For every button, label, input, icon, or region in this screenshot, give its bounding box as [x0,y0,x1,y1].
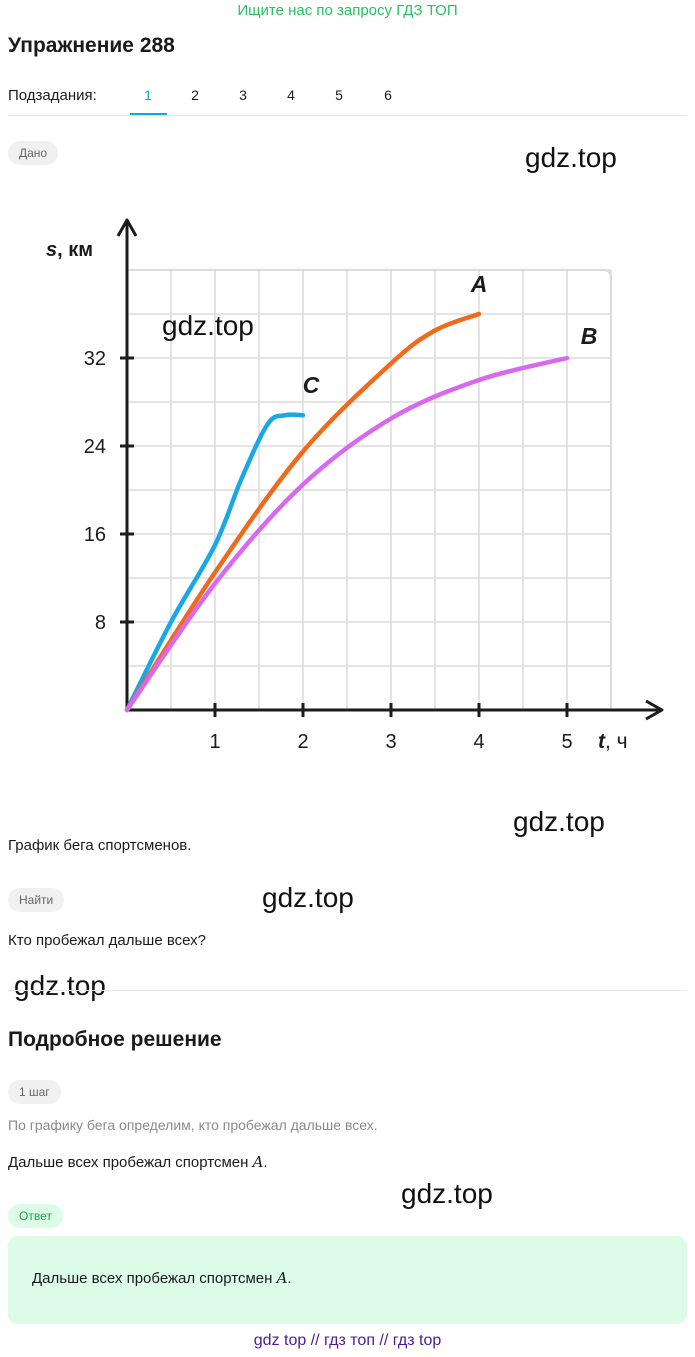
tabs-divider [8,115,687,116]
subtask-tab-6[interactable]: 6 [384,87,392,103]
watermark: gdz.top [401,1178,493,1209]
y-tick-label: 16 [84,524,106,546]
grid-border [127,269,612,710]
watermark: gdz.top [162,310,254,341]
chart-ticks: 1 2 3 4 5 8 16 24 32 [84,348,573,753]
watermark: gdz.top [525,142,617,173]
step-text-end: . [263,1154,268,1171]
footer-links[interactable]: gdz top // гдз топ // гдз top [253,1332,442,1349]
chart-grid [127,269,612,710]
x-tick-label: 2 [297,731,308,753]
y-axis-label: s, км [46,239,93,261]
series-label-b: B [581,323,598,349]
subtasks-label: Подзадания: [8,87,97,104]
x-tick-label: 1 [209,731,220,753]
answer-text: Дальше всех пробежал спортсмен A. [32,1269,292,1287]
series-label-a: A [470,271,488,297]
x-tick-label: 5 [561,731,572,753]
subtask-tab-1[interactable]: 1 [144,87,152,103]
promo-banner[interactable]: Ищите нас по запросу ГДЗ ТОП [237,2,458,19]
active-tab-indicator [130,113,167,115]
answer-box [8,1236,687,1324]
find-badge: Найти [8,888,65,912]
watermark: gdz.top [513,806,605,837]
y-tick-label: 24 [84,436,106,458]
step-text: Дальше всех пробежал спортсмен A. [8,1153,268,1171]
step-text-body: Дальше всех пробежал спортсмен [8,1154,253,1171]
series-line-c [124,412,306,713]
y-tick-label: 32 [84,348,106,370]
x-tick-label: 4 [473,731,484,753]
answer-badge: Ответ [8,1204,63,1228]
find-question: Кто пробежал дальше всех? [8,932,207,949]
chart-labels: s, км t, ч C A B [46,239,628,753]
page-title: Упражнение 288 [8,34,175,57]
x-axis-label: t, ч [598,730,628,753]
watermark: gdz.top [14,970,106,1001]
y-axis-arrow [116,218,138,237]
chart-series [124,311,570,713]
given-badge: Дано [8,141,59,165]
subtask-tab-4[interactable]: 4 [287,87,295,103]
watermark: gdz.top [262,882,354,913]
series-line-a [124,311,482,713]
step-variable: A [252,1153,264,1171]
x-tick-label: 3 [385,731,396,753]
chart-axes [116,218,664,721]
step-badge: 1 шаг [8,1080,61,1104]
y-tick-label: 8 [95,612,106,634]
series-label-c: C [303,372,320,398]
answer-text-end: . [287,1270,292,1287]
subtask-tab-2[interactable]: 2 [191,87,199,103]
subtask-tab-3[interactable]: 3 [239,87,247,103]
answer-variable: A [276,1269,288,1287]
x-axis-arrow [645,699,664,721]
series-line-b [124,355,570,713]
section-divider [8,990,687,991]
subtask-tab-5[interactable]: 5 [335,87,343,103]
answer-text-body: Дальше всех пробежал спортсмен [32,1270,277,1287]
distance-time-chart: 1 2 3 4 5 8 16 24 32 s, км t, ч C A B [46,218,664,753]
solution-heading: Подробное решение [8,1028,222,1051]
step-hint: По графику бега определим, кто пробежал … [8,1117,378,1133]
given-caption: График бега спортсменов. [8,837,192,854]
